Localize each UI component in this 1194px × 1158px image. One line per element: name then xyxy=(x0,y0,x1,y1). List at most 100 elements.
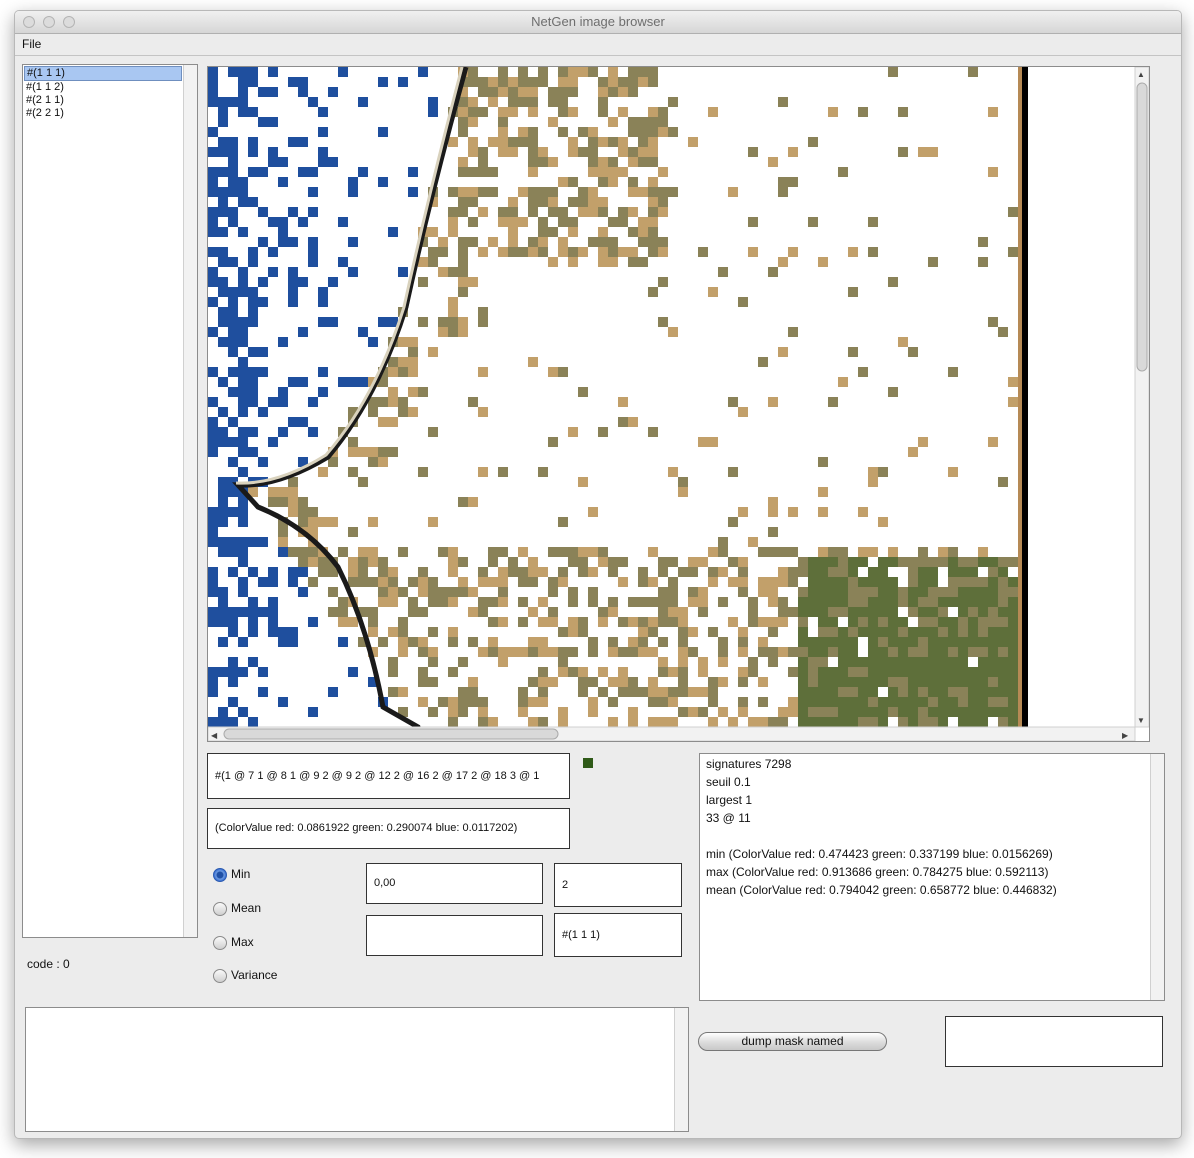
map-tile xyxy=(448,267,458,277)
map-tile xyxy=(758,577,768,587)
map-tile xyxy=(618,557,628,567)
map-tile xyxy=(308,547,318,557)
radio-max[interactable]: Max xyxy=(213,935,303,951)
map-tile xyxy=(448,637,458,647)
image-vscroll-thumb[interactable] xyxy=(1136,82,1148,372)
radio-button-icon[interactable] xyxy=(213,936,227,950)
map-tile xyxy=(958,557,968,567)
list-item[interactable]: #(2 2 1) xyxy=(26,107,64,119)
map-tile xyxy=(988,627,998,637)
mask-name-field[interactable] xyxy=(945,1016,1163,1067)
satellite-image[interactable]: ▲ ▼ ◀ ▶ xyxy=(208,67,1149,741)
image-hscroll-thumb[interactable] xyxy=(223,728,559,740)
map-tile xyxy=(238,557,248,567)
map-tile xyxy=(918,647,928,657)
map-tile xyxy=(628,637,638,647)
list-item[interactable]: #(2 1 1) xyxy=(26,94,64,106)
map-tile xyxy=(648,617,658,627)
info-scrollbar[interactable] xyxy=(1150,754,1164,1000)
radio-button-icon[interactable] xyxy=(213,969,227,983)
map-tile xyxy=(838,557,848,567)
map-tile xyxy=(508,197,518,207)
map-tile xyxy=(448,227,458,237)
value-field-3[interactable] xyxy=(366,915,543,956)
map-tile xyxy=(838,607,848,617)
map-tile xyxy=(548,607,558,617)
map-tile xyxy=(508,147,518,157)
list-scrollbar[interactable] xyxy=(183,65,197,937)
map-tile xyxy=(288,637,298,647)
map-tile xyxy=(488,647,498,657)
map-tile xyxy=(568,627,578,637)
menu-file[interactable]: File xyxy=(22,37,42,51)
log-scrollbar[interactable] xyxy=(674,1008,688,1131)
minimize-window-button[interactable] xyxy=(43,16,55,28)
map-tile xyxy=(518,547,528,557)
map-tile xyxy=(578,187,588,197)
image-view[interactable]: ▲ ▼ ◀ ▶ xyxy=(207,66,1150,742)
map-tile xyxy=(698,437,708,447)
coastline-shadow xyxy=(232,67,469,741)
map-tile xyxy=(768,617,778,627)
map-tile xyxy=(238,287,248,297)
map-tile xyxy=(558,647,568,657)
radio-mean[interactable]: Mean xyxy=(213,901,303,917)
scroll-left-icon[interactable]: ◀ xyxy=(211,731,218,740)
map-tile xyxy=(578,387,588,397)
scroll-right-icon[interactable]: ▶ xyxy=(1122,731,1129,740)
title-bar[interactable]: NetGen image browser xyxy=(15,11,1181,34)
map-tile xyxy=(808,577,818,587)
value-field-1[interactable]: 0,00 xyxy=(366,863,543,904)
map-tile xyxy=(238,377,248,387)
map-tile xyxy=(928,667,938,677)
map-tile xyxy=(218,337,228,347)
map-tile xyxy=(648,237,658,247)
map-tile xyxy=(668,187,678,197)
map-tile xyxy=(928,697,938,707)
map-tile xyxy=(728,517,738,527)
map-tile xyxy=(358,97,368,107)
map-tile xyxy=(578,567,588,577)
map-tile xyxy=(288,627,298,637)
map-tile xyxy=(468,67,478,77)
map-tile xyxy=(628,687,638,697)
map-tile xyxy=(708,717,718,727)
zoom-window-button[interactable] xyxy=(63,16,75,28)
map-tile xyxy=(208,667,218,677)
color-field[interactable]: (ColorValue red: 0.0861922 green: 0.2900… xyxy=(207,808,570,849)
log-area[interactable] xyxy=(25,1007,689,1132)
map-tile xyxy=(208,717,218,727)
map-tile xyxy=(608,597,618,607)
map-tile xyxy=(888,547,898,557)
map-tile xyxy=(208,517,218,527)
signature-field[interactable]: #(1 @ 7 1 @ 8 1 @ 9 2 @ 9 2 @ 12 2 @ 16 … xyxy=(207,753,570,799)
radio-variance[interactable]: Variance xyxy=(213,968,303,984)
map-tile xyxy=(588,157,598,167)
map-tile xyxy=(348,177,358,187)
map-tile xyxy=(458,207,468,217)
radio-button-icon[interactable] xyxy=(213,902,227,916)
close-window-button[interactable] xyxy=(23,16,35,28)
radio-button-icon[interactable] xyxy=(213,868,227,882)
map-tile xyxy=(968,587,978,597)
dump-mask-button[interactable]: dump mask named xyxy=(698,1032,887,1051)
map-tile xyxy=(898,587,908,597)
value-field-2[interactable]: 2 xyxy=(554,863,682,907)
value-field-4[interactable]: #(1 1 1) xyxy=(554,913,682,957)
map-tile xyxy=(208,537,218,547)
map-tile xyxy=(528,607,538,617)
map-tile xyxy=(748,597,758,607)
map-tile xyxy=(848,557,858,567)
list-item[interactable]: #(1 1 1) xyxy=(24,66,182,81)
map-tile xyxy=(918,587,928,597)
map-tile xyxy=(878,567,888,577)
map-tile xyxy=(998,717,1008,727)
scroll-up-icon[interactable]: ▲ xyxy=(1137,70,1145,79)
list-item[interactable]: #(1 1 2) xyxy=(26,81,64,93)
map-tile xyxy=(888,67,898,77)
info-panel[interactable]: signatures 7298 seuil 0.1 largest 1 33 @ 11… xyxy=(699,753,1165,1001)
signature-list[interactable]: #(1 1 1) #(1 1 2) #(2 1 1) #(2 2 1) xyxy=(22,64,198,938)
radio-min[interactable]: Min xyxy=(213,867,303,883)
map-tile xyxy=(238,317,248,327)
scroll-down-icon[interactable]: ▼ xyxy=(1137,716,1145,725)
